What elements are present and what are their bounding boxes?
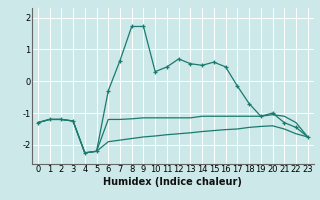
X-axis label: Humidex (Indice chaleur): Humidex (Indice chaleur) xyxy=(103,177,242,187)
